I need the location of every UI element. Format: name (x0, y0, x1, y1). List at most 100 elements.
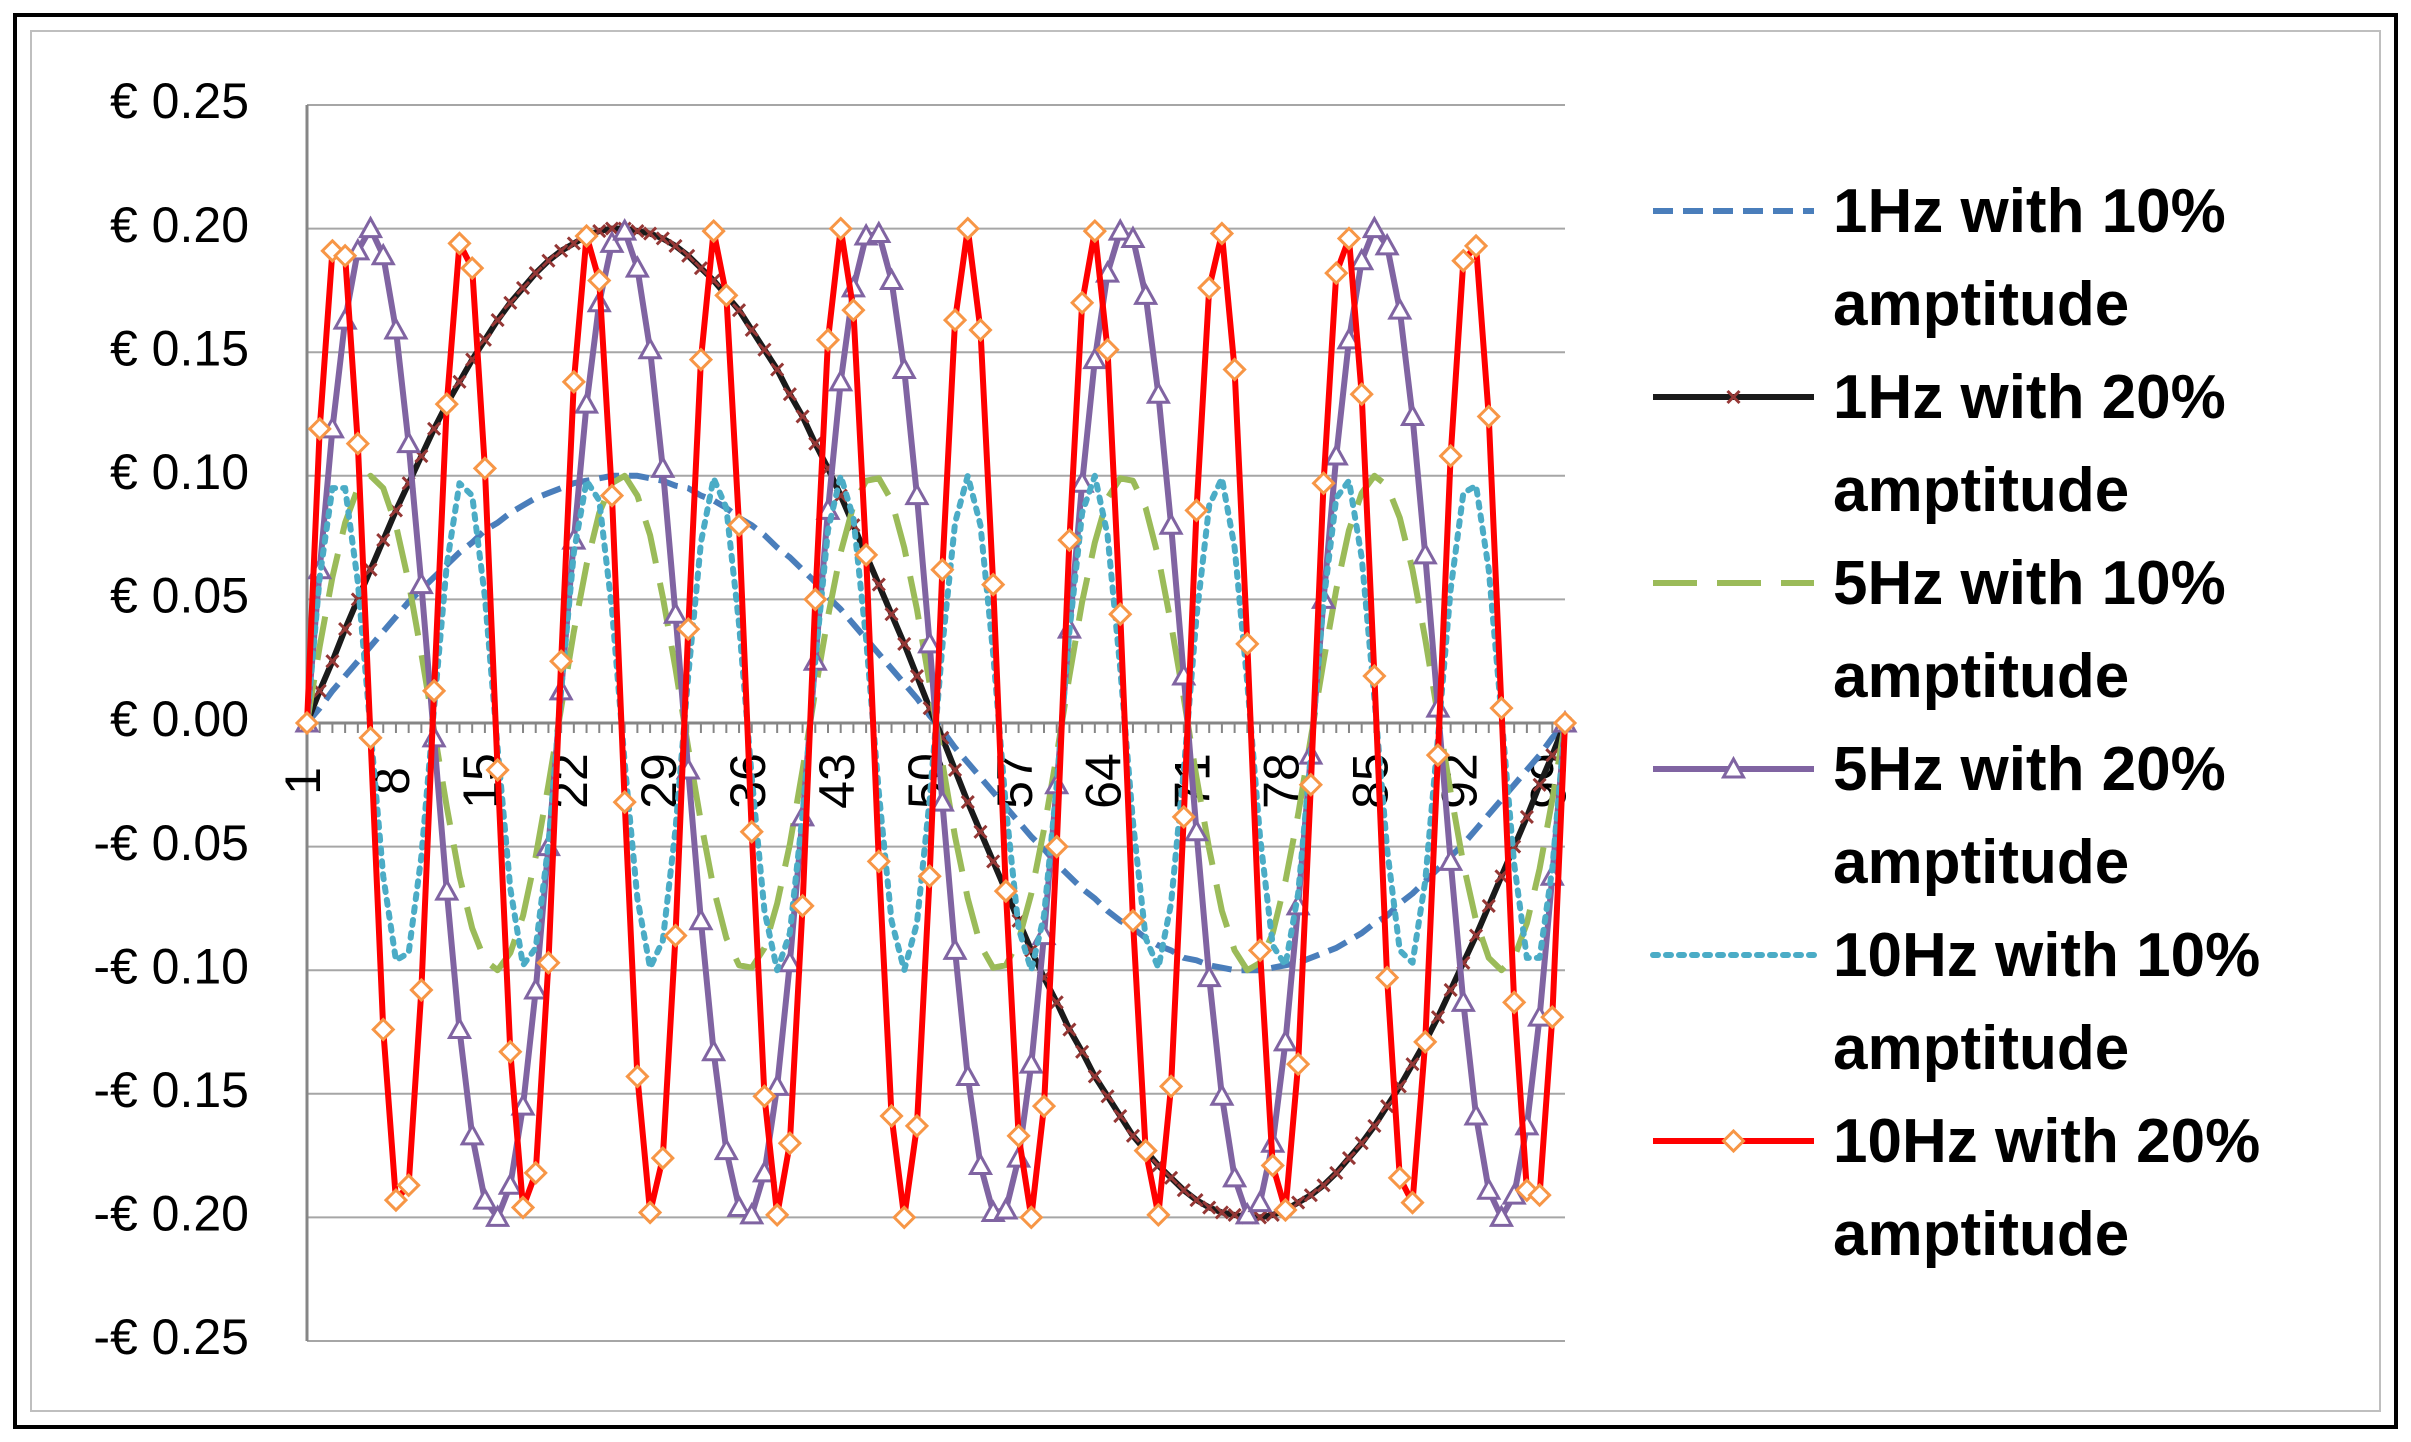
marker (1367, 1118, 1382, 1134)
marker (1400, 1190, 1425, 1215)
marker (497, 1172, 523, 1195)
marker (459, 1122, 485, 1146)
marker (1336, 226, 1362, 251)
marker (1171, 804, 1196, 830)
marker (1311, 471, 1336, 496)
marker (1540, 1005, 1565, 1030)
marker (447, 231, 472, 256)
marker (1341, 1151, 1357, 1166)
marker (1057, 527, 1082, 553)
marker (1489, 696, 1514, 721)
marker (376, 533, 391, 548)
legend-label: 5Hz with 20% amptitude (1833, 735, 2226, 897)
marker (396, 430, 422, 454)
marker (477, 332, 492, 347)
marker (1164, 1170, 1179, 1185)
marker (1451, 248, 1476, 273)
marker (485, 757, 510, 783)
marker (409, 977, 434, 1003)
marker (1481, 898, 1496, 913)
marker (731, 303, 747, 318)
marker (1450, 989, 1476, 1012)
marker (1488, 1204, 1515, 1227)
marker (765, 1202, 790, 1228)
marker (917, 864, 942, 889)
y-tick-label: € 0.15 (110, 320, 249, 376)
marker (1069, 470, 1095, 493)
marker (841, 298, 866, 323)
marker (643, 226, 658, 241)
marker (1019, 1205, 1044, 1230)
marker (1552, 710, 1578, 736)
y-tick-label: € 0.05 (110, 568, 249, 624)
marker (1438, 848, 1464, 871)
marker (1062, 1022, 1077, 1037)
marker (1113, 1108, 1128, 1124)
marker (1183, 818, 1210, 842)
marker (1720, 755, 1747, 779)
y-tick-label: € 0.25 (110, 73, 249, 129)
marker (1374, 232, 1400, 256)
marker (1133, 1138, 1158, 1163)
marker (897, 636, 912, 651)
marker (490, 313, 505, 328)
marker (986, 854, 1001, 869)
marker (808, 436, 823, 451)
x-tick-label: 85 (1343, 753, 1399, 809)
marker (751, 1159, 778, 1183)
marker (637, 336, 663, 360)
marker (528, 266, 543, 281)
marker (1189, 1193, 1204, 1208)
marker (1209, 1083, 1235, 1106)
marker (1721, 1128, 1746, 1154)
marker (434, 878, 460, 901)
y-tick-label: € 0.20 (110, 197, 249, 253)
marker (358, 725, 383, 750)
marker (345, 431, 370, 456)
marker (764, 1073, 790, 1096)
y-tick-label: -€ 0.15 (93, 1062, 249, 1118)
marker (1438, 443, 1463, 469)
marker (599, 230, 625, 253)
y-tick-label: € 0.00 (110, 691, 249, 747)
marker (676, 616, 701, 642)
marker (688, 347, 714, 372)
marker (1463, 1102, 1489, 1126)
marker (460, 256, 485, 281)
marker (713, 1137, 739, 1161)
marker (892, 1205, 917, 1230)
marker (307, 416, 332, 441)
marker (1018, 1051, 1044, 1074)
marker (693, 261, 708, 276)
marker (1494, 869, 1509, 884)
marker (770, 362, 785, 377)
marker (421, 678, 447, 703)
marker (1107, 217, 1133, 241)
marker (655, 231, 670, 246)
marker (1202, 1200, 1217, 1215)
marker (904, 1113, 930, 1139)
marker (363, 562, 378, 577)
marker (1519, 809, 1534, 824)
chart-frame (30, 30, 2381, 1412)
marker (1272, 1028, 1298, 1052)
marker (371, 1017, 396, 1042)
marker (1100, 1089, 1115, 1104)
marker (878, 267, 905, 291)
marker (604, 221, 620, 236)
marker (515, 280, 531, 295)
marker (993, 1196, 1019, 1220)
marker (1087, 1069, 1102, 1084)
marker (681, 248, 696, 263)
marker (599, 483, 625, 508)
marker (948, 762, 963, 778)
marker (891, 356, 917, 380)
legend-label: 10Hz with 20% amptitude (1833, 1107, 2261, 1269)
marker (1247, 1189, 1273, 1213)
marker (663, 923, 688, 948)
marker (1273, 1197, 1298, 1223)
marker (554, 243, 569, 258)
marker (1399, 403, 1426, 426)
